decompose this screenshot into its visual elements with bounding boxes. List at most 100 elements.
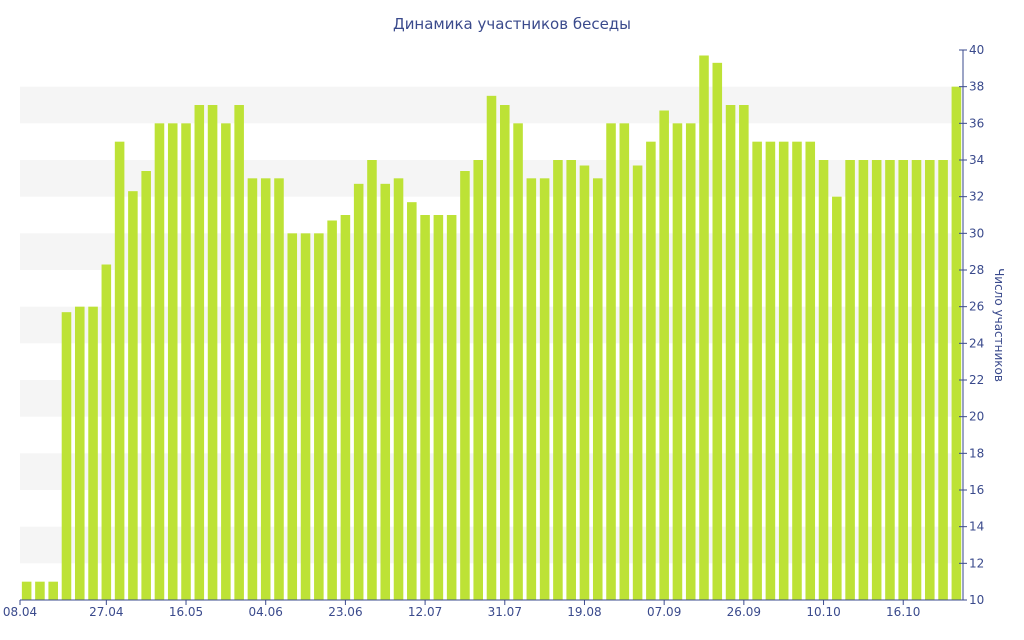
bar [74, 306, 85, 600]
x-tick-label: 12.07 [408, 605, 442, 619]
bar [566, 160, 576, 600]
bar [473, 160, 483, 600]
bar [486, 95, 497, 600]
bar [114, 141, 125, 601]
bar [845, 160, 855, 600]
bar [858, 160, 869, 600]
bar [300, 233, 311, 600]
bar [460, 171, 470, 600]
bar [367, 160, 377, 600]
bar [393, 178, 404, 600]
bar [778, 141, 789, 601]
bar [792, 141, 802, 601]
bar [101, 264, 112, 600]
y-tick-label: 10 [969, 593, 984, 607]
y-tick-label: 22 [969, 373, 984, 387]
x-tick-label: 16.10 [886, 605, 920, 619]
bar [21, 581, 32, 600]
bar [752, 141, 762, 601]
x-tick-label: 04.06 [249, 605, 283, 619]
y-tick-label: 36 [969, 116, 984, 130]
x-tick-label: 31.07 [488, 605, 522, 619]
bar [154, 123, 165, 600]
y-tick-label: 12 [969, 556, 984, 570]
bar [420, 215, 430, 600]
y-tick-label: 20 [969, 410, 984, 424]
bar [725, 105, 736, 600]
bar [739, 105, 749, 600]
bar [592, 178, 603, 600]
bar [287, 233, 298, 600]
y-tick-label: 26 [969, 300, 984, 314]
bar [646, 141, 656, 601]
y-tick-label: 16 [969, 483, 984, 497]
y-tick-label: 18 [969, 446, 984, 460]
chart-title: Динамика участников беседы [393, 15, 631, 33]
bar [513, 123, 523, 600]
y-tick-label: 24 [969, 336, 984, 350]
bar [871, 160, 882, 600]
y-tick-label: 32 [969, 190, 984, 204]
y-tick-label: 38 [969, 80, 984, 94]
bar [433, 215, 444, 600]
bar [659, 110, 669, 600]
y-tick-label: 30 [969, 226, 984, 240]
y-axis-label: Число участников [992, 268, 1006, 382]
bar [234, 105, 244, 600]
bar [167, 123, 178, 600]
bar [314, 233, 324, 600]
x-axis: 08.04 27.04 16.05 04.06 23.06 12.07 31.07 19.08… [3, 599, 963, 619]
bar [194, 105, 205, 600]
bar [274, 178, 284, 600]
bar [61, 312, 72, 600]
bar [712, 62, 723, 600]
bar [832, 196, 842, 601]
y-tick-label: 28 [969, 263, 984, 277]
bar [805, 141, 816, 601]
y-axis: 10 12 14 16 18 20 22 24 26 28 30 32 34 36 38 40 [959, 43, 984, 607]
bar [553, 160, 563, 600]
x-tick-label: 16.05 [169, 605, 203, 619]
bar [818, 160, 829, 600]
bar [672, 123, 683, 600]
x-tick-label: 19.08 [567, 605, 601, 619]
x-tick-label: 27.04 [89, 605, 123, 619]
bar [925, 160, 935, 600]
x-tick-label: 10.10 [806, 605, 840, 619]
bar [765, 141, 776, 601]
bar [951, 86, 962, 601]
bar [539, 178, 550, 600]
bar [699, 55, 709, 600]
bar [88, 306, 98, 600]
bar [500, 105, 510, 600]
bar [407, 202, 417, 601]
bars-group [21, 55, 962, 601]
x-tick-label: 08.04 [3, 605, 37, 619]
bar [221, 123, 231, 600]
bar [260, 178, 271, 600]
bar [579, 165, 590, 600]
bar [619, 123, 630, 600]
bar [938, 160, 948, 600]
y-tick-label: 14 [969, 520, 984, 534]
y-tick-label: 40 [969, 43, 984, 57]
bar [606, 123, 616, 600]
bar [247, 178, 258, 600]
bar [685, 123, 696, 600]
bar [128, 191, 138, 601]
bar [911, 160, 922, 600]
x-tick-label: 07.09 [647, 605, 681, 619]
bar [48, 581, 58, 600]
bar [35, 581, 45, 600]
bar [327, 220, 337, 600]
bar [898, 160, 909, 600]
bar [207, 105, 218, 600]
x-tick-label: 23.06 [328, 605, 362, 619]
x-tick-label: 26.09 [727, 605, 761, 619]
bar [141, 171, 151, 600]
bar [380, 183, 391, 600]
y-tick-label: 34 [969, 153, 984, 167]
bar [885, 160, 895, 600]
